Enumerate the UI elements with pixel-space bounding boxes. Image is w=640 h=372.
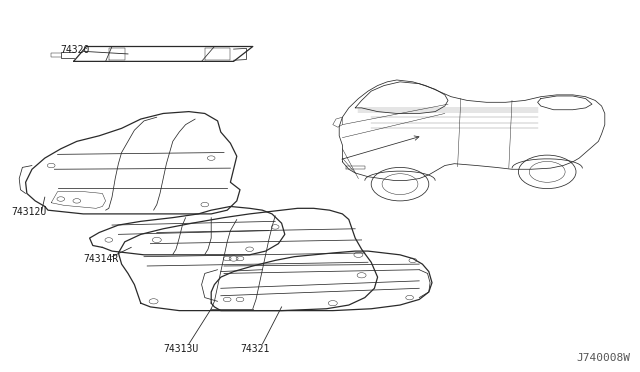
Text: 74320: 74320 xyxy=(61,45,90,55)
Text: J740008W: J740008W xyxy=(577,353,630,363)
Text: 74312U: 74312U xyxy=(12,207,47,217)
Text: 74313U: 74313U xyxy=(163,344,198,354)
Text: 74314R: 74314R xyxy=(83,254,118,263)
Text: 74321: 74321 xyxy=(240,344,269,354)
